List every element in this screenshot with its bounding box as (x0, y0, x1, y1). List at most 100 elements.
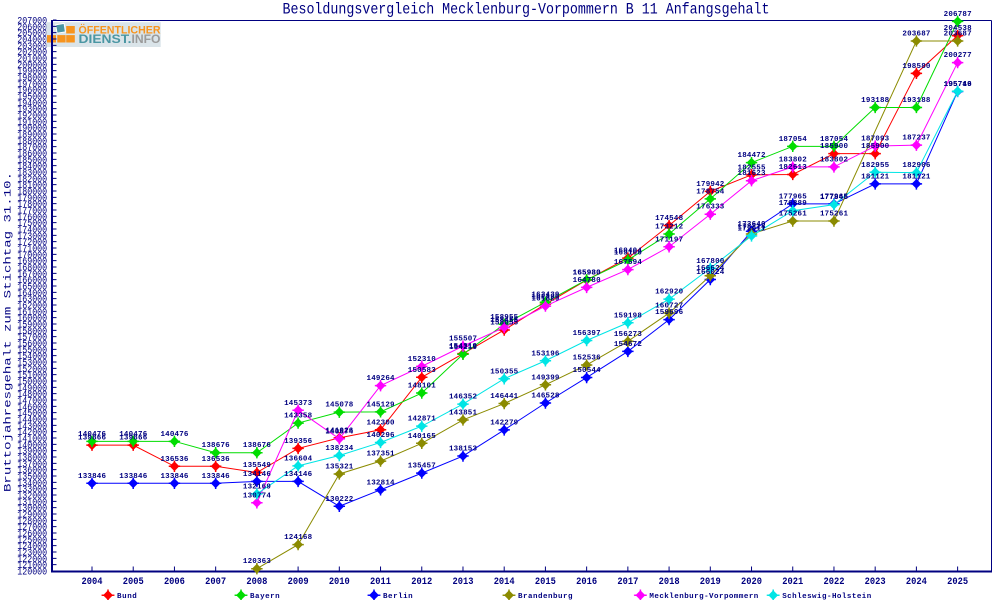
svg-text:2023: 2023 (865, 577, 886, 588)
svg-text:120363: 120363 (243, 558, 271, 566)
svg-text:203000: 203000 (17, 41, 47, 53)
svg-text:Schleswig-Holstein: Schleswig-Holstein (782, 593, 872, 600)
svg-text:155000: 155000 (17, 345, 47, 357)
svg-text:156000: 156000 (17, 339, 47, 351)
svg-text:178000: 178000 (17, 199, 47, 211)
svg-text:132000: 132000 (17, 491, 47, 503)
svg-text:140165: 140165 (408, 433, 436, 441)
svg-text:195719: 195719 (944, 81, 972, 89)
svg-text:158055: 158055 (490, 319, 518, 327)
svg-text:133846: 133846 (119, 473, 147, 481)
svg-text:187054: 187054 (820, 136, 848, 144)
svg-text:178754: 178754 (696, 188, 724, 196)
svg-text:2011: 2011 (370, 577, 391, 588)
svg-text:129000: 129000 (17, 510, 47, 522)
svg-text:157000: 157000 (17, 332, 47, 344)
svg-text:141000: 141000 (17, 434, 47, 446)
svg-text:143000: 143000 (17, 421, 47, 433)
svg-text:140476: 140476 (78, 431, 106, 439)
svg-text:2009: 2009 (288, 577, 309, 588)
svg-text:175000: 175000 (17, 218, 47, 230)
svg-text:153196: 153196 (531, 350, 559, 358)
svg-text:2017: 2017 (617, 577, 638, 588)
svg-text:140476: 140476 (160, 431, 188, 439)
svg-text:173212: 173212 (655, 223, 683, 231)
svg-text:189000: 189000 (17, 130, 47, 142)
svg-text:154672: 154672 (614, 341, 642, 349)
svg-text:188000: 188000 (17, 136, 47, 148)
svg-text:122000: 122000 (17, 554, 47, 566)
svg-text:2018: 2018 (659, 577, 680, 588)
svg-text:187000: 187000 (17, 142, 47, 154)
svg-text:140296: 140296 (367, 432, 395, 440)
svg-text:180000: 180000 (17, 187, 47, 199)
svg-text:146441: 146441 (490, 393, 518, 401)
svg-text:162920: 162920 (655, 289, 683, 297)
svg-text:186000: 186000 (17, 149, 47, 161)
svg-text:175261: 175261 (779, 211, 807, 219)
svg-text:177965: 177965 (779, 193, 807, 201)
svg-text:181000: 181000 (17, 180, 47, 192)
svg-text:Brandenburg: Brandenburg (518, 593, 573, 600)
svg-text:166624: 166624 (696, 265, 724, 273)
svg-text:152000: 152000 (17, 364, 47, 376)
svg-text:DIENST.INFO: DIENST.INFO (79, 34, 161, 46)
svg-text:135321: 135321 (325, 463, 353, 471)
svg-text:158455: 158455 (490, 317, 518, 325)
svg-text:172000: 172000 (17, 237, 47, 249)
svg-text:184000: 184000 (17, 161, 47, 173)
svg-text:165000: 165000 (17, 282, 47, 294)
svg-text:145373: 145373 (284, 400, 312, 408)
svg-text:136604: 136604 (284, 455, 312, 463)
svg-text:135549: 135549 (243, 462, 271, 470)
svg-text:138676: 138676 (243, 442, 271, 450)
svg-text:152310: 152310 (408, 356, 436, 364)
svg-text:170000: 170000 (17, 250, 47, 262)
svg-text:187054: 187054 (779, 136, 807, 144)
svg-text:200277: 200277 (944, 52, 972, 60)
svg-text:185900: 185900 (861, 143, 889, 151)
svg-text:159696: 159696 (655, 309, 683, 317)
svg-text:Mecklenburg-Vorpommern: Mecklenburg-Vorpommern (649, 593, 758, 600)
svg-text:Besoldungsvergleich Mecklenbur: Besoldungsvergleich Mecklenburg-Vorpomme… (283, 1, 770, 19)
svg-text:207000: 207000 (17, 16, 47, 28)
svg-text:133846: 133846 (202, 473, 230, 481)
svg-text:159000: 159000 (17, 320, 47, 332)
svg-text:124168: 124168 (284, 534, 312, 542)
svg-text:149264: 149264 (367, 375, 395, 383)
svg-text:2020: 2020 (741, 577, 762, 588)
svg-text:152536: 152536 (573, 354, 601, 362)
svg-text:169000: 169000 (17, 256, 47, 268)
svg-text:138234: 138234 (325, 445, 353, 453)
svg-text:2004: 2004 (82, 577, 103, 588)
svg-text:156273: 156273 (614, 331, 642, 339)
svg-text:142279: 142279 (490, 419, 518, 427)
svg-text:183802: 183802 (779, 156, 807, 164)
svg-text:173000: 173000 (17, 231, 47, 243)
svg-text:199000: 199000 (17, 66, 47, 78)
svg-text:176000: 176000 (17, 212, 47, 224)
svg-text:144000: 144000 (17, 415, 47, 427)
svg-text:195000: 195000 (17, 92, 47, 104)
svg-text:179942: 179942 (696, 181, 724, 189)
svg-text:2015: 2015 (535, 577, 556, 588)
svg-text:143358: 143358 (284, 413, 312, 421)
svg-text:162000: 162000 (17, 301, 47, 313)
svg-text:146352: 146352 (449, 394, 477, 402)
svg-text:2024: 2024 (906, 577, 927, 588)
svg-text:181121: 181121 (861, 173, 889, 181)
svg-text:194000: 194000 (17, 98, 47, 110)
svg-text:149000: 149000 (17, 383, 47, 395)
svg-text:182955: 182955 (861, 162, 889, 170)
svg-text:146000: 146000 (17, 402, 47, 414)
svg-text:169404: 169404 (614, 248, 642, 256)
svg-text:154219: 154219 (449, 344, 477, 352)
svg-text:137351: 137351 (367, 451, 395, 459)
svg-text:166024: 166024 (696, 269, 724, 277)
svg-text:2013: 2013 (452, 577, 473, 588)
svg-text:143851: 143851 (449, 409, 477, 417)
svg-text:187237: 187237 (902, 135, 930, 143)
svg-text:171197: 171197 (655, 236, 683, 244)
svg-text:140476: 140476 (119, 431, 147, 439)
svg-text:190000: 190000 (17, 123, 47, 135)
